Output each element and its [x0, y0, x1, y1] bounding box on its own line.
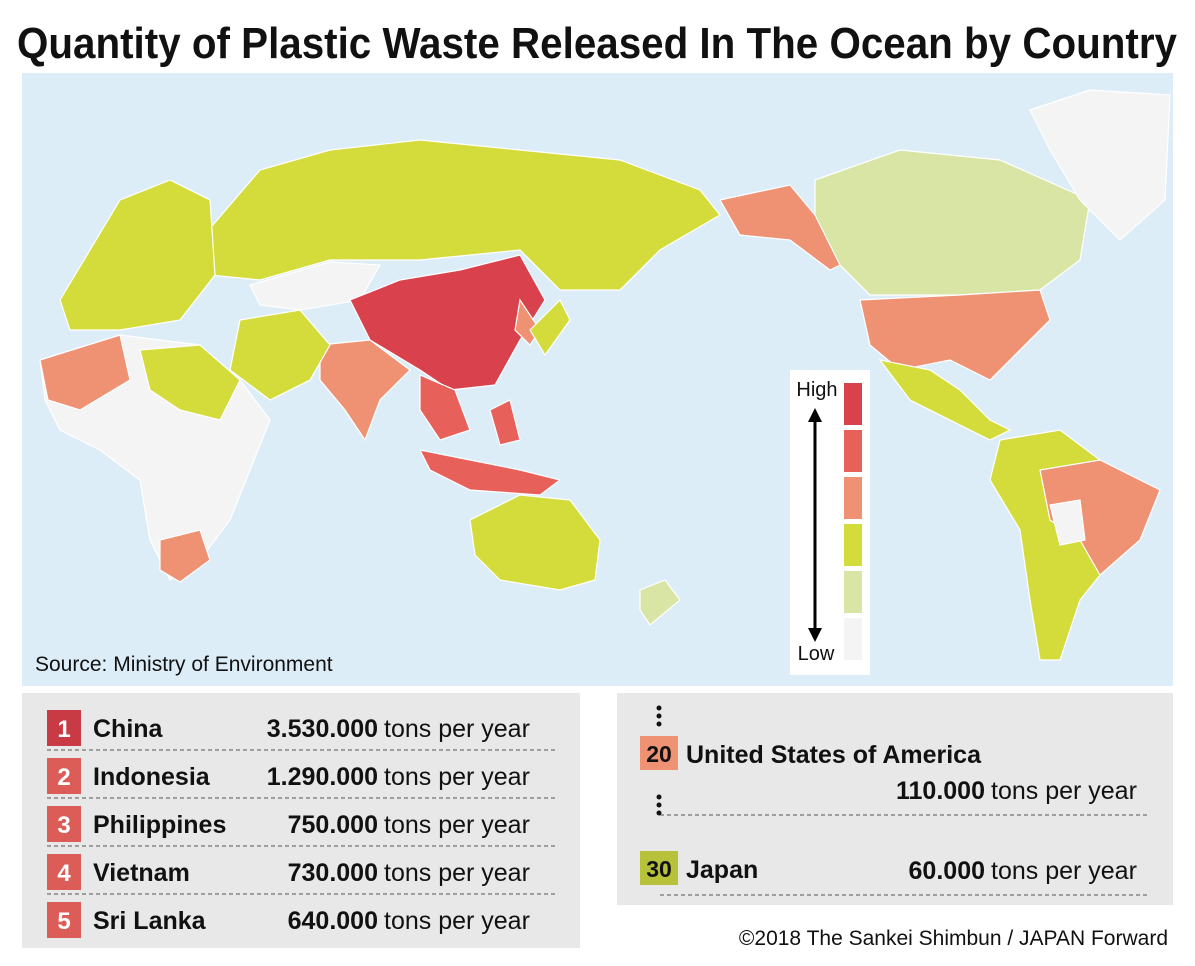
rank: 2	[57, 764, 70, 791]
ellipsis	[656, 705, 662, 816]
unit: tons per year	[384, 859, 530, 887]
amount: 3.530.000	[267, 715, 378, 743]
rank-badge	[640, 736, 678, 770]
unit: tons per year	[384, 811, 530, 839]
amount: 1.290.000	[267, 763, 378, 791]
amount: 110.000	[896, 777, 985, 805]
legend-swatch	[844, 571, 862, 613]
rank-badge	[640, 851, 678, 885]
countries	[39, 89, 1171, 661]
country: Japan	[686, 856, 758, 884]
rank: 4	[57, 860, 71, 887]
legend-swatch	[844, 618, 862, 660]
rank: 1	[57, 716, 70, 743]
country: United States of America	[686, 741, 982, 769]
legend-low: Low	[798, 643, 835, 665]
rank-badge	[47, 758, 81, 794]
legend-high: High	[796, 379, 837, 401]
country: Philippines	[93, 811, 226, 839]
country: China	[93, 715, 164, 743]
rank-badge	[47, 710, 81, 746]
rank: 5	[57, 908, 70, 935]
rank: 3	[57, 812, 70, 839]
highlight-panel	[617, 693, 1173, 905]
rank: 30	[646, 856, 672, 882]
country: Vietnam	[93, 859, 190, 887]
unit: tons per year	[384, 907, 530, 935]
unit: tons per year	[384, 763, 530, 791]
amount: 730.000	[288, 859, 378, 887]
rank-badge	[47, 902, 81, 938]
ranking-panel	[22, 693, 580, 948]
legend: High Low	[790, 370, 870, 675]
country: Sri Lanka	[93, 907, 207, 935]
copyright: ©2018 The Sankei Shimbun / JAPAN Forward	[739, 927, 1168, 950]
amount: 640.000	[288, 907, 378, 935]
legend-swatch	[844, 477, 862, 519]
rank-badge	[47, 806, 81, 842]
rank: 20	[646, 741, 672, 767]
unit: tons per year	[991, 777, 1137, 805]
rank-badge	[47, 854, 81, 890]
legend-swatch	[844, 430, 862, 472]
title: Quantity of Plastic Waste Released In Th…	[17, 19, 1177, 68]
map: High Low Source: Ministry of Environment	[22, 73, 1173, 686]
amount: 60.000	[909, 857, 985, 885]
legend-swatch	[844, 383, 862, 425]
amount: 750.000	[288, 811, 378, 839]
country: Indonesia	[93, 763, 211, 791]
legend-swatch	[844, 524, 862, 566]
unit: tons per year	[991, 857, 1137, 885]
source: Source: Ministry of Environment	[35, 653, 333, 676]
unit: tons per year	[384, 715, 530, 743]
